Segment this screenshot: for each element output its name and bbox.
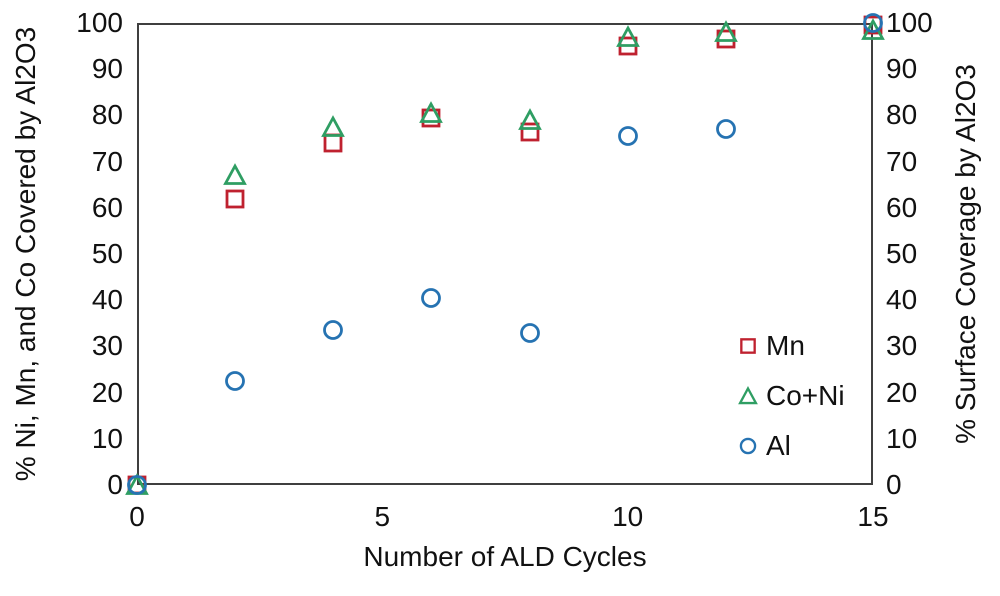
legend-label-co-ni: Co+Ni <box>766 380 845 411</box>
legend-item-mn: Mn <box>737 331 845 361</box>
y-tick-right-0: 0 <box>886 469 902 500</box>
y-tick-left-30: 30 <box>91 330 123 362</box>
square-marker-icon <box>737 335 759 357</box>
x-tick-15: 15 <box>857 501 889 532</box>
legend-label-al: Al <box>766 430 791 461</box>
y-tick-left-40: 40 <box>91 284 123 316</box>
legend: Mn Co+Ni Al <box>737 331 845 481</box>
y-tick-right-70: 70 <box>886 145 918 177</box>
y-tick-left-50: 50 <box>91 238 123 269</box>
plot-area <box>137 23 873 485</box>
y-tick-left-80: 80 <box>91 99 123 131</box>
y-tick-right-90: 90 <box>886 53 918 85</box>
x-axis-title: Number of ALD Cycles <box>363 541 647 572</box>
y-tick-left-70: 70 <box>91 145 123 177</box>
triangle-marker-icon <box>737 385 759 407</box>
y-tick-right-100: 100 <box>886 7 933 38</box>
y-tick-left-20: 20 <box>91 376 123 408</box>
x-tick-10: 10 <box>612 501 644 532</box>
left-y-axis-title: % Ni, Mn, and Co Covered by Al2O3 <box>10 26 41 482</box>
y-tick-right-60: 60 <box>886 191 918 223</box>
y-tick-left-10: 10 <box>91 422 123 454</box>
y-tick-left-100: 100 <box>76 7 123 38</box>
legend-item-al: Al <box>737 431 845 461</box>
y-tick-right-40: 40 <box>886 284 918 316</box>
y-tick-left-90: 90 <box>91 53 123 85</box>
legend-label-mn: Mn <box>766 330 805 361</box>
y-tick-right-30: 30 <box>886 330 918 362</box>
x-tick-5: 5 <box>374 501 391 532</box>
y-tick-right-10: 10 <box>886 422 918 454</box>
y-tick-right-80: 80 <box>886 99 918 131</box>
y-tick-right-20: 20 <box>886 376 918 408</box>
y-tick-right-50: 50 <box>886 238 918 269</box>
legend-item-co-ni: Co+Ni <box>737 381 845 411</box>
y-tick-left-60: 60 <box>91 191 123 223</box>
circle-marker-icon <box>737 435 759 457</box>
y-tick-left-0: 0 <box>107 469 123 500</box>
right-y-axis-title: % Surface Coverage by Al2O3 <box>950 64 981 444</box>
x-tick-0: 0 <box>129 501 145 532</box>
